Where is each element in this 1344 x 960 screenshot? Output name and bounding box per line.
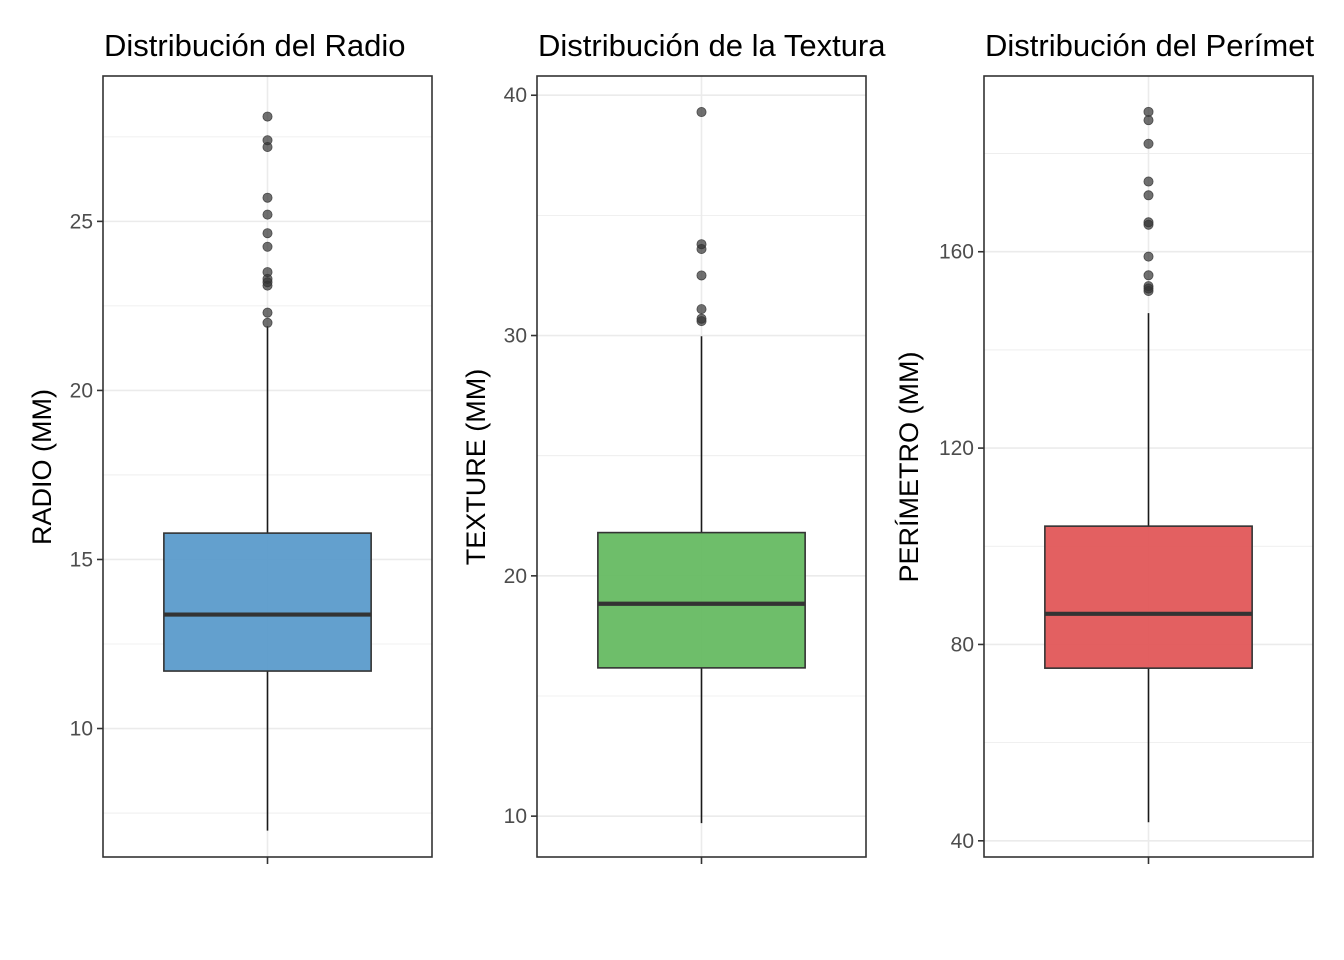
outlier-point: [696, 107, 707, 118]
outlier-point: [262, 192, 273, 203]
outlier-point: [1143, 190, 1154, 201]
y-tick-label: 80: [951, 633, 974, 656]
y-tick-label: 15: [70, 548, 93, 571]
outlier-point: [696, 270, 707, 281]
outlier-point: [262, 307, 273, 318]
y-tick-label: 40: [951, 830, 974, 853]
outlier-point: [262, 228, 273, 239]
outlier-point: [1143, 106, 1154, 117]
outlier-point: [262, 241, 273, 252]
y-tick-label: 120: [939, 437, 974, 460]
iqr-box: [163, 532, 372, 672]
y-tick-label: 10: [504, 805, 527, 828]
y-tick-label: 30: [504, 325, 527, 348]
outlier-point: [262, 111, 273, 122]
y-tick-label: 160: [939, 241, 974, 264]
outlier-point: [696, 313, 707, 324]
outlier-point: [696, 304, 707, 315]
outlier-point: [262, 317, 273, 328]
plot-area: 10 20 30 40: [504, 75, 867, 864]
outlier-point: [262, 135, 273, 146]
y-tick-label: 20: [70, 379, 93, 402]
outlier-point: [1143, 251, 1154, 262]
chart-title: Distribución de la Textura: [538, 28, 886, 63]
outlier-point: [1143, 217, 1154, 228]
outlier-point: [1143, 176, 1154, 187]
outlier-point: [262, 209, 273, 220]
outlier-point: [696, 239, 707, 250]
panel-perimeter: 40 80 120 160 Distribución del Perímet PERÍ…: [894, 28, 1314, 864]
plot-area: 40 80 120 160: [939, 75, 1314, 864]
outlier-point: [1143, 115, 1154, 126]
y-axis-label: RADIO (MM): [27, 389, 57, 545]
y-tick-label: 40: [504, 84, 527, 107]
y-axis-label: PERÍMETRO (MM): [894, 352, 924, 583]
outlier-point: [1143, 281, 1154, 292]
y-tick-label: 10: [70, 718, 93, 741]
outlier-point: [1143, 270, 1154, 281]
y-axis-label: TEXTURE (MM): [461, 369, 491, 565]
title-clip-mask: [1320, 0, 1344, 70]
outlier-point: [262, 267, 273, 278]
outlier-point: [1143, 138, 1154, 149]
panel-texture: 10 20 30 40 Distribución de la Textura TEXT…: [461, 28, 886, 864]
iqr-box: [597, 531, 806, 669]
y-tick-label: 25: [70, 210, 93, 233]
chart-title: Distribución del Radio: [104, 28, 406, 63]
y-tick-label: 20: [504, 565, 527, 588]
iqr-box: [1044, 525, 1253, 669]
plot-area: 10 15 20 25: [70, 75, 433, 864]
panel-radio: 10 15 20 25 Distribución del Radio RADIO (M…: [27, 28, 433, 864]
chart-title: Distribución del Perímet: [985, 28, 1314, 63]
